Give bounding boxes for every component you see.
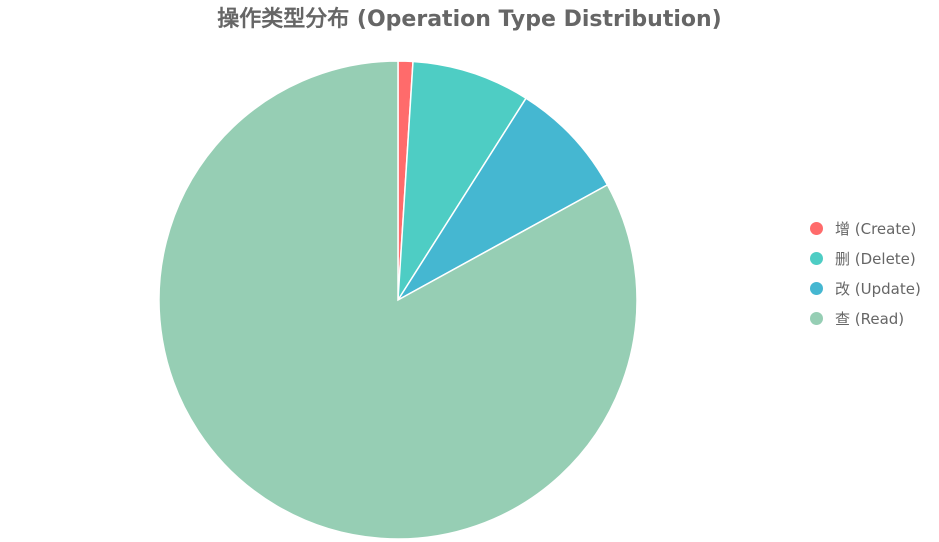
pie-slice-update[interactable] bbox=[397, 97, 609, 301]
legend-swatch-update bbox=[810, 281, 823, 295]
legend-item-delete[interactable]: 删 (Delete) bbox=[810, 243, 921, 273]
legend-swatch-read bbox=[810, 311, 823, 325]
chart-title: 操作类型分布 (Operation Type Distribution) bbox=[217, 7, 722, 32]
legend-swatch-create bbox=[810, 221, 823, 235]
pie-slice-read[interactable] bbox=[158, 60, 638, 540]
legend-label-create: 增 (Create) bbox=[835, 219, 917, 238]
legend-label-update: 改 (Update) bbox=[835, 279, 921, 298]
legend-item-read[interactable]: 查 (Read) bbox=[810, 303, 921, 333]
legend-item-create[interactable]: 增 (Create) bbox=[810, 213, 921, 243]
pie-slice-delete[interactable] bbox=[397, 60, 528, 301]
chart-legend: 增 (Create) 删 (Delete) 改 (Update) 查 (Read… bbox=[810, 213, 921, 333]
legend-label-delete: 删 (Delete) bbox=[835, 249, 916, 268]
legend-label-read: 查 (Read) bbox=[835, 309, 905, 328]
legend-swatch-delete bbox=[810, 251, 823, 265]
legend-item-update[interactable]: 改 (Update) bbox=[810, 273, 921, 303]
